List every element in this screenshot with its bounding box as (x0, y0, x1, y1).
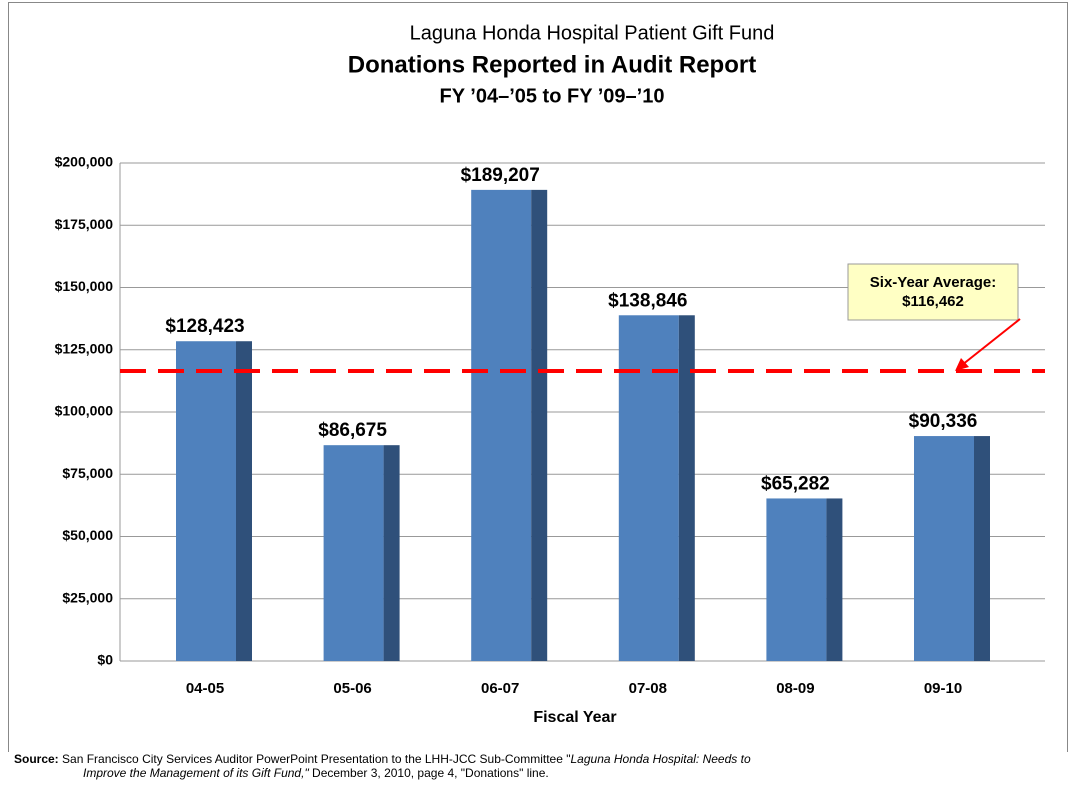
bar (323, 445, 384, 661)
chart-title: Laguna Honda Hospital Patient Gift Fund (410, 22, 775, 44)
chart-subtitle: FY ’04–’05 to FY ’09–’10 (440, 85, 665, 107)
bar (766, 498, 827, 661)
y-tick-label: $50,000 (62, 527, 113, 543)
x-tick-label: 07-08 (629, 680, 667, 697)
bar-side (678, 315, 695, 661)
bar (471, 189, 532, 661)
chart-subtitle: Donations Reported in Audit Report (348, 51, 756, 78)
source-title: Laguna Honda Hospital: Needs to (570, 752, 751, 766)
annotation-text: Six-Year Average: (870, 274, 996, 291)
annotation-arrowhead (955, 358, 969, 371)
y-tick-label: $100,000 (55, 403, 114, 419)
x-tick-label: 04-05 (186, 680, 224, 697)
chart: Laguna Honda Hospital Patient Gift Fund … (8, 2, 1068, 753)
data-label: $86,675 (318, 420, 387, 441)
bar (618, 315, 679, 661)
data-label: $189,207 (461, 165, 540, 186)
y-tick-label: $25,000 (62, 589, 113, 605)
source-text: December 3, 2010, page 4, "Donations" li… (308, 766, 549, 780)
source-note: Source: San Francisco City Services Audi… (14, 752, 1064, 780)
bar-side (531, 189, 548, 661)
source-text: San Francisco City Services Auditor Powe… (62, 752, 571, 766)
annotation-box (847, 263, 1019, 321)
y-tick-label: $0 (97, 652, 113, 668)
bar (914, 436, 974, 661)
bar-side (383, 445, 400, 661)
bar-side (974, 436, 990, 661)
x-tick-label: 06-07 (481, 680, 519, 697)
data-label: $138,846 (608, 290, 687, 311)
y-tick-label: $175,000 (55, 216, 114, 232)
data-label: $65,282 (761, 473, 830, 494)
y-tick-label: $150,000 (55, 278, 114, 294)
source-label: Source: (14, 752, 59, 766)
bar-side (236, 341, 252, 661)
data-label: $90,336 (909, 411, 978, 432)
x-tick-label: 08-09 (776, 680, 814, 697)
bar-side (826, 498, 843, 661)
y-tick-label: $200,000 (55, 154, 114, 170)
y-tick-label: $125,000 (55, 340, 114, 356)
x-tick-label: 09-10 (924, 680, 962, 697)
bar (176, 341, 236, 661)
x-axis-label: Fiscal Year (533, 709, 616, 726)
annotation-arrow (961, 318, 1021, 366)
source-title: Improve the Management of its Gift Fund,… (83, 766, 309, 780)
data-label: $128,423 (165, 316, 244, 337)
annotation-value: $116,462 (902, 293, 964, 310)
y-tick-label: $75,000 (62, 465, 113, 481)
x-tick-label: 05-06 (333, 680, 371, 697)
